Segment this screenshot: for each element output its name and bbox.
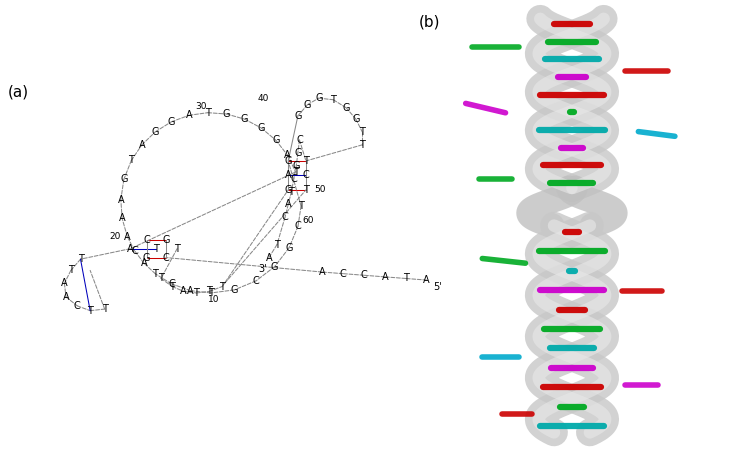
Text: C: C <box>162 252 169 263</box>
Text: 5': 5' <box>434 282 442 291</box>
Text: G: G <box>342 103 350 113</box>
Text: T: T <box>87 306 93 316</box>
Text: A: A <box>124 232 131 242</box>
Text: G: G <box>241 114 249 124</box>
Text: A: A <box>285 199 292 210</box>
Text: 50: 50 <box>314 185 325 195</box>
Text: C: C <box>252 276 259 286</box>
Text: T: T <box>208 288 214 298</box>
Text: A: A <box>284 150 291 160</box>
Text: (b): (b) <box>419 14 441 29</box>
Text: A: A <box>119 213 125 223</box>
Text: C: C <box>282 212 289 222</box>
Text: G: G <box>223 109 230 119</box>
Text: G: G <box>352 114 359 124</box>
Text: T: T <box>274 240 280 250</box>
Text: T: T <box>331 95 337 105</box>
Text: G: G <box>162 235 170 245</box>
Text: G: G <box>315 93 323 103</box>
Text: G: G <box>142 252 151 263</box>
Text: A: A <box>424 275 430 285</box>
Text: (a): (a) <box>8 84 30 99</box>
Text: T: T <box>359 127 365 137</box>
Text: T: T <box>403 274 409 283</box>
Text: A: A <box>266 252 272 263</box>
Text: T: T <box>205 108 211 118</box>
Text: G: G <box>272 135 280 145</box>
Text: T: T <box>207 286 213 297</box>
Text: G: G <box>284 156 292 166</box>
Text: C: C <box>361 270 368 280</box>
Text: G: G <box>294 148 302 158</box>
Text: T: T <box>289 187 294 196</box>
Text: G: G <box>294 111 302 121</box>
Text: G: G <box>292 161 300 171</box>
Text: A: A <box>117 195 124 204</box>
Text: A: A <box>61 278 68 288</box>
Text: G: G <box>230 285 238 295</box>
Text: T: T <box>158 274 164 283</box>
Text: C: C <box>168 279 175 289</box>
Text: A: A <box>139 140 145 150</box>
Text: G: G <box>284 185 292 195</box>
Text: T: T <box>174 243 180 254</box>
Text: A: A <box>63 292 69 302</box>
Text: G: G <box>120 174 128 184</box>
Text: 10: 10 <box>208 295 220 304</box>
Text: A: A <box>127 243 134 254</box>
Text: 30: 30 <box>196 102 207 111</box>
Text: C: C <box>303 171 309 180</box>
Text: 40: 40 <box>258 94 269 102</box>
Text: T: T <box>298 201 304 211</box>
Text: T: T <box>77 254 83 264</box>
Text: T: T <box>293 167 299 177</box>
Text: 60: 60 <box>303 216 314 225</box>
Text: A: A <box>186 110 193 120</box>
Text: G: G <box>286 243 293 253</box>
Text: C: C <box>294 221 301 231</box>
Text: T: T <box>153 269 159 279</box>
Text: C: C <box>143 235 150 245</box>
Text: G: G <box>304 100 311 110</box>
Text: T: T <box>219 282 225 291</box>
Text: G: G <box>271 262 278 272</box>
Text: T: T <box>128 156 134 165</box>
Text: G: G <box>152 127 159 137</box>
Text: 3': 3' <box>258 264 266 274</box>
Text: A: A <box>141 258 148 268</box>
Text: G: G <box>168 117 175 127</box>
Text: T: T <box>154 243 159 254</box>
Text: C: C <box>74 301 80 311</box>
Text: T: T <box>193 288 199 298</box>
Text: A: A <box>187 286 194 296</box>
Text: C: C <box>296 135 303 145</box>
Text: T: T <box>303 185 309 195</box>
Text: T: T <box>303 156 309 166</box>
Text: A: A <box>382 272 388 282</box>
Text: C: C <box>339 269 346 279</box>
Text: 20: 20 <box>109 232 121 241</box>
Text: T: T <box>102 304 108 314</box>
Text: T: T <box>359 140 365 150</box>
Text: A: A <box>180 286 187 297</box>
Text: A: A <box>285 171 292 180</box>
Text: C: C <box>291 173 297 184</box>
Text: T: T <box>169 282 175 291</box>
Text: A: A <box>319 267 325 277</box>
Text: G: G <box>258 123 265 133</box>
Text: C: C <box>131 246 138 256</box>
Text: T: T <box>68 266 74 275</box>
